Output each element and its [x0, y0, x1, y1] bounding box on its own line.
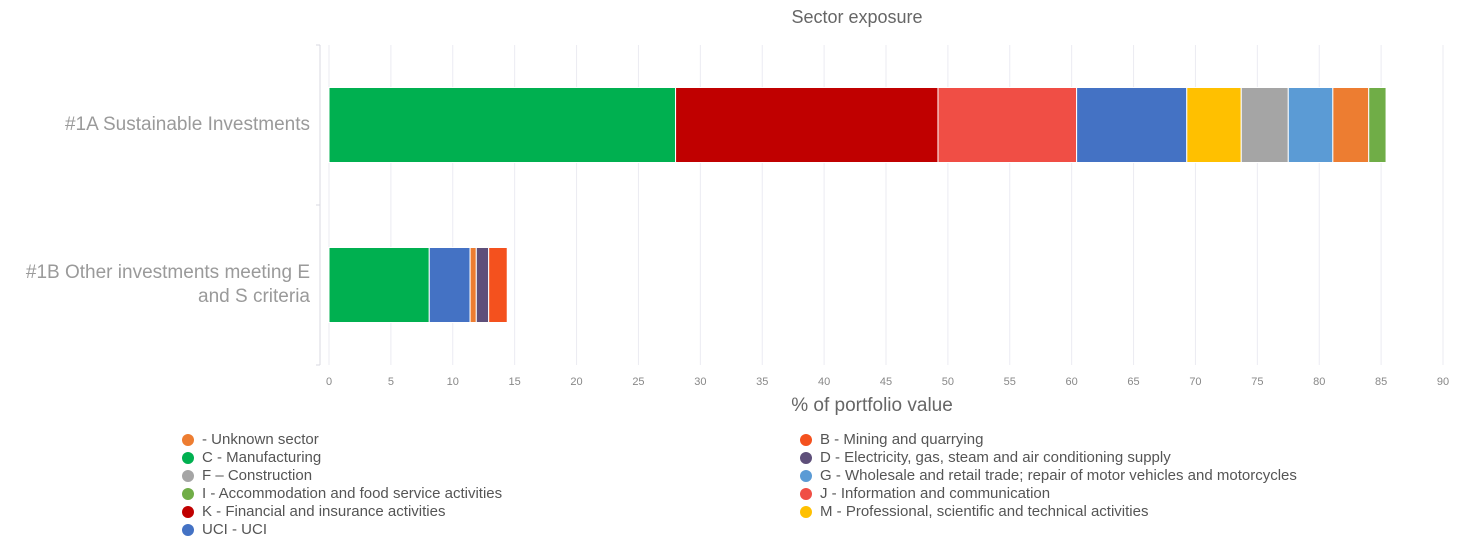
- x-tick-label: 80: [1313, 376, 1325, 388]
- legend-label: I - Accommodation and food service activ…: [202, 485, 502, 502]
- bar-segment: [1332, 87, 1370, 163]
- bar-segment: [1368, 87, 1387, 163]
- legend-marker: [182, 452, 194, 464]
- bar-segment: [428, 247, 471, 323]
- legend-label: J - Information and communication: [820, 485, 1050, 502]
- x-tick-label: 60: [1066, 376, 1078, 388]
- x-tick-label: 5: [388, 376, 394, 388]
- legend-marker: [182, 470, 194, 482]
- bar-segment: [675, 87, 939, 163]
- bar-segment: [1240, 87, 1289, 163]
- x-tick-label: 85: [1375, 376, 1387, 388]
- bar-segment: [1287, 87, 1334, 163]
- legend-label: UCI - UCI: [202, 521, 267, 538]
- legend-marker: [800, 434, 812, 446]
- x-tick-label: 75: [1251, 376, 1263, 388]
- bar-segment: [328, 87, 677, 163]
- bar-segment: [937, 87, 1078, 163]
- x-tick-label: 65: [1127, 376, 1139, 388]
- bar-segment: [475, 247, 490, 323]
- legend-marker: [800, 470, 812, 482]
- legend-label: D - Electricity, gas, steam and air cond…: [820, 449, 1171, 466]
- legend-label: - Unknown sector: [202, 431, 319, 448]
- legend-label: C - Manufacturing: [202, 449, 321, 466]
- legend-marker: [182, 488, 194, 500]
- bar-segment: [469, 247, 477, 323]
- x-tick-label: 25: [632, 376, 644, 388]
- bar-segment: [328, 247, 430, 323]
- x-tick-label: 40: [818, 376, 830, 388]
- legend-marker: [182, 506, 194, 518]
- x-tick-label: 45: [880, 376, 892, 388]
- bar-segment: [1076, 87, 1188, 163]
- legend-marker: [800, 488, 812, 500]
- legend-marker: [800, 506, 812, 518]
- legend-label: M - Professional, scientific and technic…: [820, 503, 1148, 520]
- legend-marker: [800, 452, 812, 464]
- bar-segment: [488, 247, 508, 323]
- bar-segment: [1186, 87, 1242, 163]
- legend-label: K - Financial and insurance activities: [202, 503, 445, 520]
- x-tick-label: 35: [756, 376, 768, 388]
- legend-label: F – Construction: [202, 467, 312, 484]
- chart-title: Sector exposure: [791, 7, 922, 27]
- y-tick-label: #1B Other investments meeting E and S cr…: [25, 262, 310, 307]
- legend-label: B - Mining and quarrying: [820, 431, 983, 448]
- x-tick-label: 15: [509, 376, 521, 388]
- y-tick-label: #1A Sustainable Investments: [64, 114, 310, 135]
- x-tick-label: 70: [1189, 376, 1201, 388]
- x-tick-label: 20: [570, 376, 582, 388]
- x-tick-label: 0: [326, 376, 332, 388]
- legend-label: G - Wholesale and retail trade; repair o…: [820, 467, 1297, 484]
- x-tick-label: 90: [1437, 376, 1449, 388]
- legend-marker: [182, 434, 194, 446]
- x-tick-label: 55: [1004, 376, 1016, 388]
- legend-marker: [182, 524, 194, 536]
- x-axis-label: % of portfolio value: [791, 395, 953, 416]
- x-tick-label: 50: [942, 376, 954, 388]
- x-tick-label: 30: [694, 376, 706, 388]
- x-tick-label: 10: [447, 376, 459, 388]
